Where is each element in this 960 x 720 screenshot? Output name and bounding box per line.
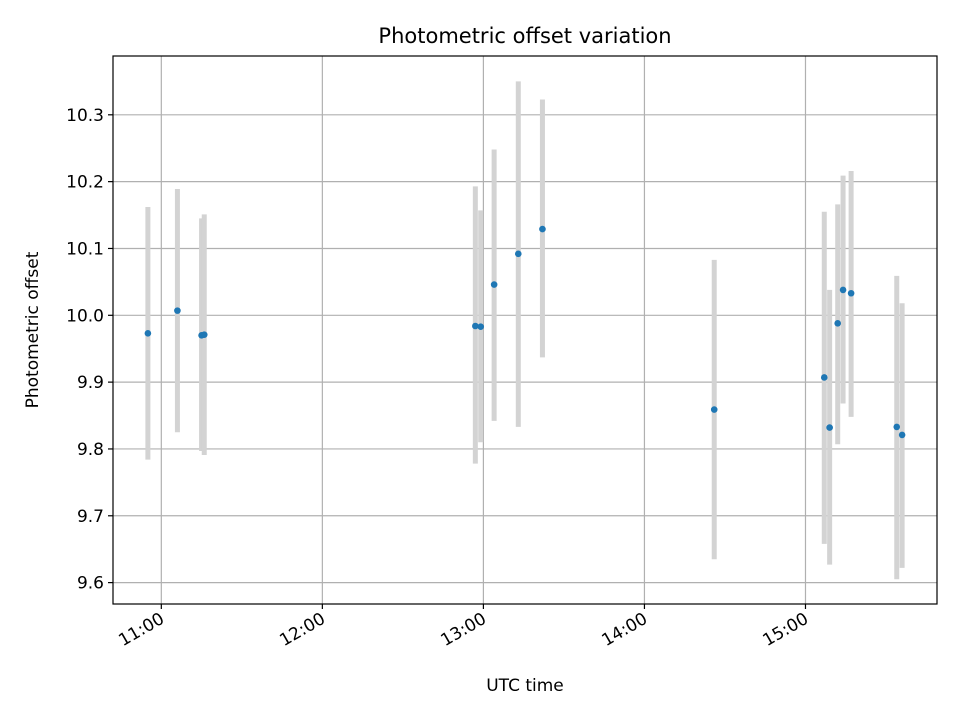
y-tick-label: 9.9 xyxy=(77,373,104,393)
data-point xyxy=(472,322,479,330)
data-point xyxy=(174,307,181,314)
y-tick-label: 9.7 xyxy=(77,507,104,527)
y-ticks: 9.6 9.7 9.8 9.9 10.0 10.1 10.2 10.3 xyxy=(66,106,113,594)
y-tick-label: 9.6 xyxy=(77,574,104,594)
y-axis-label: Photometric offset xyxy=(23,251,43,408)
data-points xyxy=(144,225,906,439)
data-point xyxy=(144,330,152,337)
data-point xyxy=(893,423,901,431)
data-point xyxy=(710,406,718,413)
y-tick-label: 10.1 xyxy=(66,239,104,259)
data-point xyxy=(539,225,546,233)
data-point xyxy=(514,250,522,258)
y-tick-label: 10.3 xyxy=(66,106,104,126)
data-point xyxy=(847,289,855,297)
data-point xyxy=(898,431,906,439)
x-axis-label: UTC time xyxy=(486,676,564,696)
data-point xyxy=(839,286,847,294)
data-point xyxy=(490,281,498,288)
data-point xyxy=(820,374,828,381)
data-point xyxy=(826,424,833,431)
data-point xyxy=(200,331,208,338)
grid xyxy=(113,56,937,604)
data-point xyxy=(834,320,841,327)
y-tick-label: 9.8 xyxy=(77,440,104,460)
plot-frame xyxy=(112,55,938,605)
chart-title: Photometric offset variation xyxy=(378,24,671,48)
y-tick-label: 10.2 xyxy=(66,173,104,193)
data-point xyxy=(477,323,485,330)
y-tick-label: 10.0 xyxy=(66,306,104,326)
